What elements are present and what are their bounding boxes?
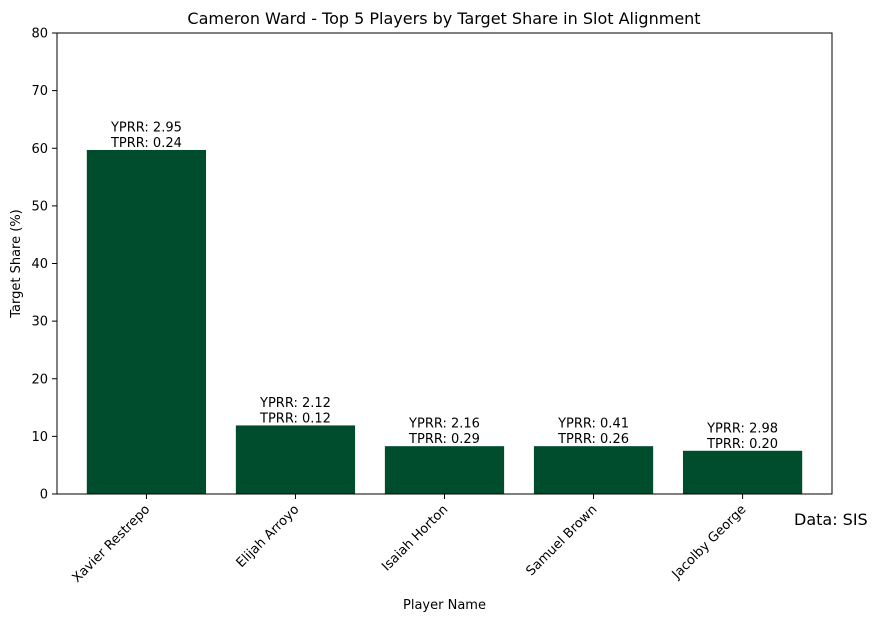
bar-data-label: TPRR: 0.20 <box>706 437 778 452</box>
bar-data-label: YPRR: 0.41 <box>557 417 629 432</box>
bars-group <box>86 149 803 494</box>
bar <box>235 425 356 494</box>
y-axis-label: Target Share (%) <box>9 209 24 319</box>
bar-data-label: YPRR: 2.98 <box>706 421 778 436</box>
x-tick-label: Jacolby George <box>669 502 750 583</box>
y-tick-label: 70 <box>31 84 48 99</box>
source-note: Data: SIS <box>794 510 868 529</box>
x-tick-label: Elijah Arroyo <box>234 502 303 571</box>
bar-data-label: YPRR: 2.16 <box>408 417 480 432</box>
bar-data-label: TPRR: 0.26 <box>557 432 629 447</box>
y-tick-label: 80 <box>31 27 48 42</box>
bar <box>86 149 207 494</box>
chart-title: Cameron Ward - Top 5 Players by Target S… <box>187 9 700 28</box>
x-tick-label: Isaiah Horton <box>379 502 451 574</box>
x-tick-label: Xavier Restrepo <box>70 502 154 586</box>
bar <box>682 450 803 494</box>
y-tick-label: 20 <box>31 372 48 387</box>
bar-data-label: YPRR: 2.12 <box>259 396 331 411</box>
y-tick-label: 10 <box>31 430 48 445</box>
x-axis-label: Player Name <box>403 598 486 613</box>
bar-data-label: TPRR: 0.12 <box>259 411 331 426</box>
x-axis: Xavier Restrepo Elijah Arroyo Isaiah Horto… <box>70 494 750 586</box>
bar <box>384 446 505 494</box>
bar <box>533 446 654 494</box>
y-tick-label: 30 <box>31 315 48 330</box>
y-tick-label: 0 <box>40 488 48 503</box>
y-tick-label: 60 <box>31 142 48 157</box>
plot-frame <box>56 32 833 495</box>
y-tick-label: 40 <box>31 257 48 272</box>
bar-data-label: TPRR: 0.24 <box>110 136 182 151</box>
y-tick-label: 50 <box>31 199 48 214</box>
x-tick-label: Samuel Brown <box>524 502 601 579</box>
bar-data-label: TPRR: 0.29 <box>408 432 480 447</box>
bar-data-label: YPRR: 2.95 <box>110 120 182 135</box>
y-axis: 0 10 20 30 40 50 60 70 80 <box>31 27 57 503</box>
